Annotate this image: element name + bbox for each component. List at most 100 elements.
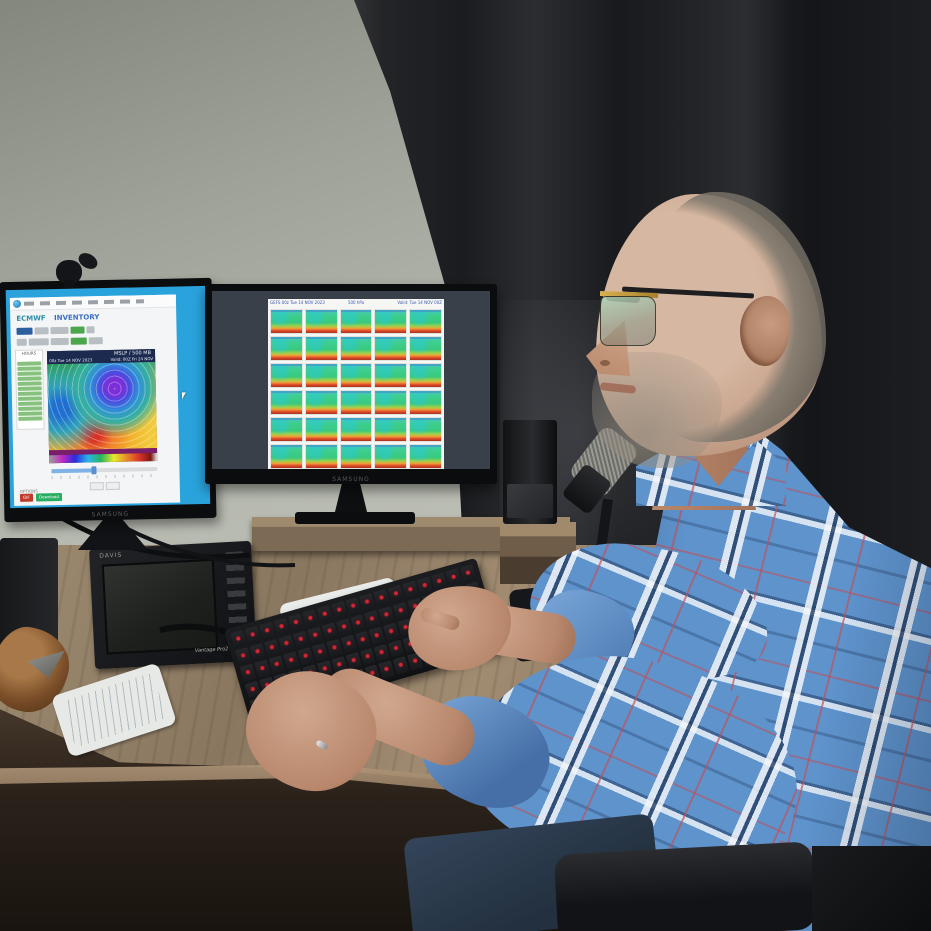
grid-header-center: 500 hPa [347,300,365,305]
grid-header-left: GEFS 00z Tue 14 NOV 2023 [270,300,325,305]
ensemble-member-thumbnail [304,444,338,469]
forecast-hour-slider [51,466,158,475]
keyboard-key [292,630,310,649]
keyboard-key [349,613,367,633]
keyboard-key [297,647,314,666]
ensemble-member-thumbnail [270,309,303,334]
keyboard-key [311,643,329,662]
ensemble-member-thumbnail [374,363,408,388]
hours-row [17,361,42,366]
browser-navbar [9,294,177,312]
person-head-profile [586,192,828,468]
map-init-time: 00z Tue 14 NOV 2023 [49,357,93,364]
hours-row-list [17,361,43,421]
glasses-lens [600,296,656,346]
ensemble-member-thumbnail [339,336,373,361]
ensemble-member-thumbnail [304,390,338,415]
keyboard-key [254,659,271,679]
keyboard-key [282,651,300,670]
ensemble-member-thumbnail [409,390,442,415]
keyboard-key [459,563,477,583]
keyboard-key [277,634,295,653]
keyboard-key [316,605,333,624]
ensemble-member-thumbnail [339,417,373,442]
keyboard-key [388,639,405,658]
stepper-forward-button [105,481,120,491]
ensemble-member-thumbnail [339,390,373,415]
nostril [600,360,610,366]
keyboard-key [325,638,343,658]
ensemble-member-thumbnail [374,390,408,415]
ensemble-member-thumbnail [339,444,373,469]
keyboard-key [249,642,266,662]
keyboard-key [335,617,353,637]
keyboard-key [273,617,290,637]
ensemble-grid-page: GEFS 00z Tue 14 NOV 2023 500 hPa Valid: … [268,299,444,469]
slider-handle [91,466,97,475]
hours-row [17,366,42,371]
keyboard-key [388,584,405,604]
hours-row [17,376,42,381]
chair-armrest [553,841,817,931]
hours-header: HOURS [21,350,37,356]
filter-chip-row-1 [16,326,95,335]
weather-map-panel: MSLP / 500 MB 00z Tue 14 NOV 2023 Valid:… [46,349,158,464]
filter-chip [70,337,87,345]
keyboard-key [359,647,377,667]
nav-menu-items-blurred [23,299,144,306]
ensemble-member-thumbnail [270,390,303,415]
ensemble-member-thumbnail [409,309,442,334]
keyboard-key [268,655,286,674]
keyboard-key [383,622,401,642]
download-button: Download [35,492,62,502]
filter-chip [50,337,69,346]
chair-seat-corner [812,846,931,931]
model-heading: ECMWF [16,314,46,323]
ear [740,296,790,366]
ensemble-member-thumbnail [270,444,303,469]
right-monitor-screen: GEFS 00z Tue 14 NOV 2023 500 hPa Valid: … [212,291,490,469]
hour-stepper-controls [89,481,120,491]
grid-page-header: GEFS 00z Tue 14 NOV 2023 500 hPa Valid: … [270,300,442,308]
mouse-cursor [181,392,187,400]
ensemble-member-thumbnail [374,444,408,469]
hours-row [18,411,43,416]
keyboard-key [263,638,281,658]
browser-window: ECMWF INVENTORY [9,294,181,506]
keyboard-key [364,609,381,629]
right-monitor: GEFS 00z Tue 14 NOV 2023 500 hPa Valid: … [205,284,497,484]
ensemble-member-thumbnail [374,336,408,361]
filter-chip [16,338,27,346]
hours-row [17,386,42,391]
webcam-mount [64,280,74,288]
keyboard-key [244,625,262,645]
keyboard-key [330,601,348,620]
keyboard-key [321,622,338,641]
map-valid-time: Valid: 00Z Fri 24 NOV [110,356,154,362]
ensemble-member-thumbnail [304,417,338,442]
keyboard-key [373,588,391,608]
ensemble-member-thumbnail [304,309,338,334]
grid-header-right: Valid: Tue 14 NOV 00Z [397,300,442,305]
ensemble-member-thumbnail [374,417,408,442]
keyboard-key [306,626,324,645]
ensemble-member-thumbnail [304,363,338,388]
hours-inventory-table: HOURS [14,349,45,430]
keyboard-key [239,663,257,683]
keyboard-key [258,621,276,641]
right-speaker [503,420,557,524]
ensemble-member-thumbnail [409,444,442,469]
keyboard-key [234,646,252,666]
ensemble-member-thumbnail [339,309,373,334]
hours-row [18,401,43,406]
keyboard-key [344,596,362,616]
hours-row [17,396,42,401]
stepper-back-button [89,482,104,491]
filter-chip [70,326,85,334]
keyboard-key [402,580,420,599]
section-heading: INVENTORY [54,313,100,323]
ensemble-member-thumbnail [374,309,408,334]
ensemble-member-thumbnail [409,417,442,442]
keyboard-key [392,601,410,620]
keyboard-key [393,656,410,675]
